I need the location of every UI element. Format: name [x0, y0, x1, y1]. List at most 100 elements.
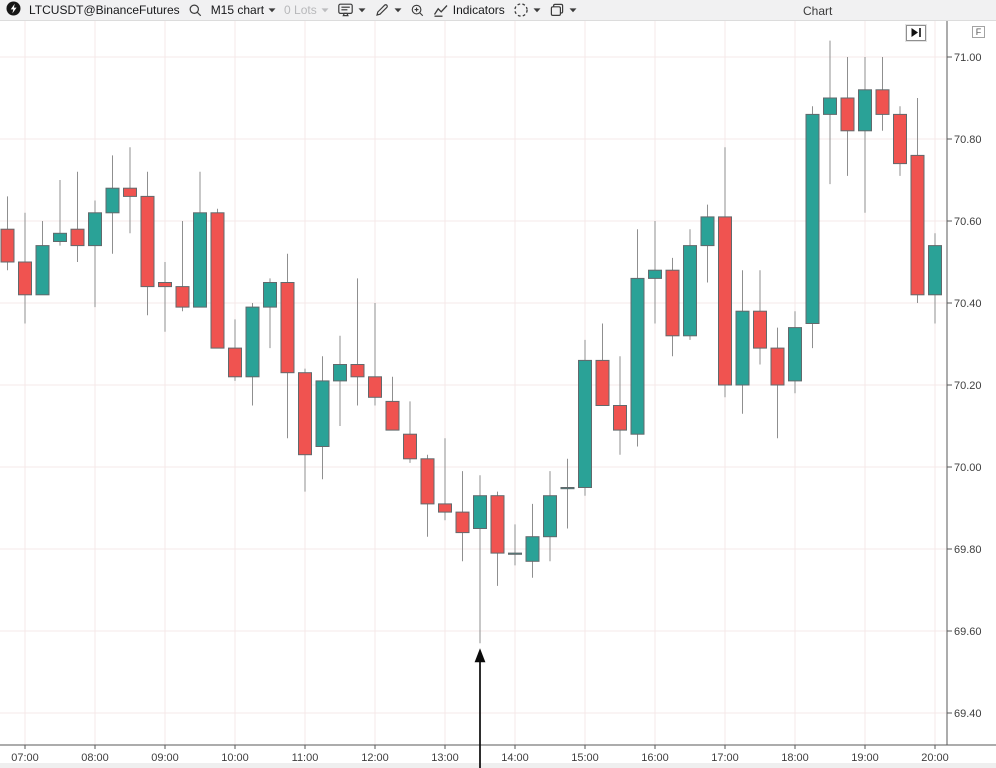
candle-body	[893, 113, 907, 165]
candle-body	[770, 347, 785, 386]
time-tick-label: 10:00	[221, 752, 249, 764]
time-tick-label: 13:00	[431, 752, 459, 764]
price-tick-label: 70.00	[954, 462, 982, 474]
candle-body	[700, 216, 715, 247]
candle-body	[385, 400, 400, 431]
candle-body	[245, 306, 260, 378]
candle-body	[473, 495, 487, 530]
candle-body	[875, 89, 890, 115]
candle-body	[175, 286, 190, 308]
candle-body	[910, 154, 925, 296]
play-to-end-icon	[910, 26, 922, 41]
price-tick-label: 70.60	[954, 216, 982, 228]
price-scale-mode-button[interactable]: F	[972, 26, 985, 38]
price-tick-label: 70.80	[954, 134, 982, 146]
candle-body	[613, 405, 627, 431]
symbol-name[interactable]: LTCUSDT@BinanceFutures	[29, 3, 180, 17]
candle-body	[263, 282, 277, 308]
candle-body	[420, 458, 435, 505]
candle-body	[368, 376, 382, 398]
dashed-circle-icon	[513, 2, 529, 18]
timeframe-label: M15 chart	[210, 3, 265, 17]
candle-body	[123, 187, 137, 197]
candle-body	[298, 372, 312, 456]
zoom-in-icon	[410, 3, 425, 18]
candle-body	[578, 359, 592, 488]
time-tick-label: 08:00	[81, 752, 109, 764]
chart-layout-button[interactable]	[549, 2, 577, 18]
gridlines	[0, 21, 947, 745]
annotation-arrow[interactable]	[474, 648, 486, 768]
time-tick-label: 12:00	[361, 752, 389, 764]
panel-title: Chart	[803, 4, 833, 18]
price-tick-label: 70.20	[954, 380, 982, 392]
axes: 71.00 70.80 70.60 70.40 70.20 70.00 69.80 69.60…	[0, 21, 996, 764]
toolbar: LTCUSDT@BinanceFutures M15 chart 0 Lots	[0, 0, 996, 21]
chart-template-button[interactable]	[337, 2, 366, 18]
candle-body	[858, 89, 872, 132]
candle-body	[333, 364, 347, 382]
draw-tools-button[interactable]	[374, 2, 402, 18]
jump-to-latest-button[interactable]	[905, 24, 927, 42]
candle-body	[210, 212, 225, 349]
time-tick-label: 09:00	[151, 752, 179, 764]
candle-body	[928, 245, 942, 296]
candle-body	[228, 347, 242, 378]
chevron-down-icon	[268, 7, 276, 13]
time-tick-label: 18:00	[781, 752, 809, 764]
candle-body	[0, 228, 15, 263]
indicators-button[interactable]: Indicators	[433, 3, 505, 17]
candle-body	[840, 97, 855, 132]
candle-body	[788, 327, 802, 382]
candle-body	[403, 433, 417, 460]
symbol-search-button[interactable]	[188, 3, 203, 18]
price-tick-label: 71.00	[954, 52, 982, 64]
candle-body	[315, 380, 330, 447]
candle-body	[630, 277, 645, 435]
candle-body	[560, 487, 575, 490]
time-tick-label: 16:00	[641, 752, 669, 764]
candle-body	[543, 495, 557, 538]
lots-label: 0 Lots	[284, 3, 317, 17]
candle-body	[735, 310, 750, 386]
candle-body	[753, 310, 767, 349]
candle-body	[823, 97, 837, 115]
candle-body	[105, 187, 120, 214]
time-tick-label: 15:00	[571, 752, 599, 764]
candle-body	[53, 232, 67, 243]
candle-body	[140, 195, 155, 288]
candle-body	[280, 282, 295, 374]
candle-body	[455, 511, 470, 534]
monitor-template-icon	[337, 2, 354, 18]
candle-body	[648, 269, 662, 279]
lots-selector[interactable]: 0 Lots	[284, 3, 329, 17]
chevron-down-icon	[569, 7, 577, 13]
zoom-in-button[interactable]	[410, 3, 425, 18]
indicators-label: Indicators	[452, 3, 505, 17]
time-tick-label: 14:00	[501, 752, 529, 764]
search-icon	[188, 3, 203, 18]
chevron-down-icon	[321, 7, 329, 13]
candle-body	[70, 228, 85, 247]
price-tick-label: 69.40	[954, 708, 982, 720]
instrument-logo-icon	[6, 1, 21, 19]
pencil-icon	[374, 2, 390, 18]
candle-body	[718, 216, 732, 386]
price-tick-label: 69.60	[954, 626, 982, 638]
time-tick-label: 19:00	[851, 752, 879, 764]
indicators-line-icon	[433, 3, 449, 17]
candlestick-chart[interactable]: 71.00 70.80 70.60 70.40 70.20 70.00 69.80 69.60…	[0, 21, 996, 768]
candle-body	[35, 245, 50, 296]
candle-body	[350, 364, 365, 378]
timeframe-selector[interactable]: M15 chart	[211, 3, 276, 17]
time-tick-label: 17:00	[711, 752, 739, 764]
crosshair-style-button[interactable]	[513, 2, 541, 18]
candle-body	[490, 495, 505, 554]
bottom-edge-strip	[0, 763, 996, 768]
candle-body	[805, 113, 820, 325]
chevron-down-icon	[533, 7, 541, 13]
candle-body	[683, 245, 697, 337]
time-tick-label: 11:00	[292, 752, 319, 764]
candle-body	[158, 282, 172, 288]
